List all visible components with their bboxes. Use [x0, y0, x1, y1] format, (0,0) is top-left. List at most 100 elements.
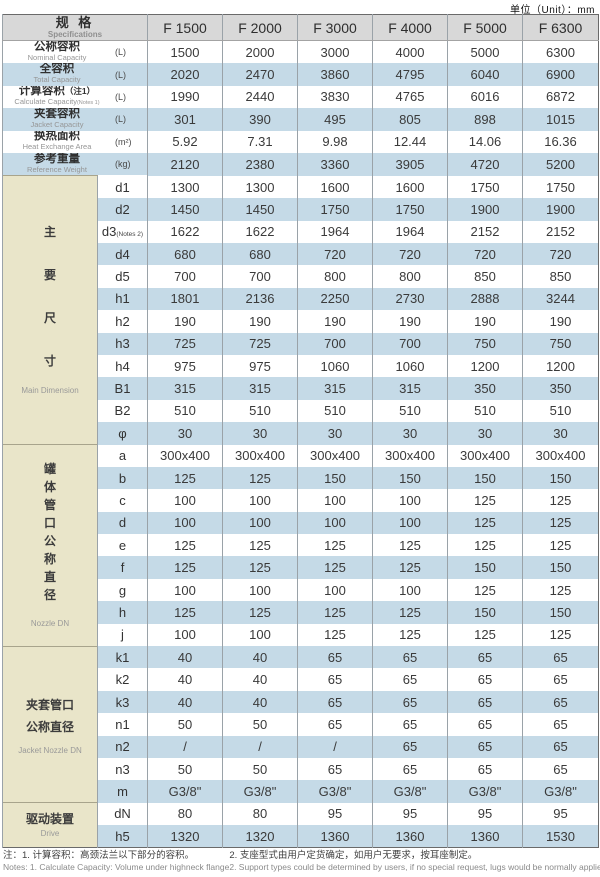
value-cell: 65 [297, 758, 373, 781]
footnote-en-2: 2. Support types could be determined by … [229, 862, 600, 872]
value-cell: 1750 [297, 198, 373, 221]
symbol-label: n3 [115, 761, 130, 777]
value-cell: 700 [222, 265, 298, 288]
symbol-label: d2 [115, 201, 130, 217]
value-cell: 5000 [447, 40, 523, 64]
value-cell: 315 [222, 377, 298, 400]
value-cell: 95 [447, 802, 523, 826]
row-label-en: Nominal Capacity [27, 52, 87, 62]
value-cell: 850 [522, 265, 599, 288]
table-row: h1 1801 2136 2250 2730 2888 3244 [3, 287, 599, 311]
value-cell: 100 [147, 489, 223, 512]
symbol-cell: h [97, 601, 148, 624]
model-header-cell: F 2000 [222, 14, 298, 41]
value-cell: 720 [297, 243, 373, 266]
value-cell: 720 [372, 243, 448, 266]
value-cell: 1360 [297, 825, 373, 848]
symbol-cell: d4 [97, 243, 148, 266]
value-cell: 300x400 [447, 444, 523, 467]
symbol-cell: g [97, 578, 148, 602]
value-cell: 1964 [372, 220, 448, 244]
value-cell: 300x400 [297, 444, 373, 467]
row-label-en: Reference Weight [27, 164, 87, 174]
value-cell: 125 [447, 511, 523, 535]
table-row: m G3/8" G3/8" G3/8" G3/8" G3/8" G3/8" [3, 780, 599, 803]
row-label-zh: 换热面积 [34, 130, 80, 143]
table-row: B2 510 510 510 510 510 510 [3, 399, 599, 423]
symbol-cell: m [97, 780, 148, 803]
symbol-label: d3 [101, 224, 117, 240]
value-cell: 50 [147, 758, 223, 781]
value-cell: 700 [297, 332, 373, 355]
table-row: b 125 125 150 150 150 150 [3, 466, 599, 490]
value-cell: 150 [522, 601, 599, 624]
model-header-cell: F 3000 [297, 14, 373, 41]
value-cell: 16.36 [522, 130, 599, 153]
value-cell: 510 [222, 399, 298, 423]
symbol-cell: n1 [97, 713, 148, 736]
value-cell: 190 [222, 310, 298, 333]
table-row: 罐体管口公称直径 Nozzle DN a 300x400 300x400 300x400 3… [2, 444, 599, 647]
value-cell: 65 [447, 668, 523, 691]
symbol-label: k2 [115, 672, 130, 688]
symbol-cell: B2 [97, 399, 148, 423]
value-cell: 1530 [522, 825, 599, 848]
value-cell: 65 [522, 668, 599, 691]
value-cell: 150 [522, 556, 599, 579]
value-cell: 150 [372, 466, 448, 490]
value-cell: 125 [372, 601, 448, 624]
footnote-en-1: Notes: 1. Calculate Capacity: Volume und… [3, 862, 230, 872]
table-row: h 125 125 125 125 150 150 [3, 601, 599, 624]
value-cell: 125 [147, 601, 223, 624]
row-label-en: Jacket Capacity [30, 119, 84, 129]
value-cell: 150 [447, 466, 523, 490]
value-cell: 1622 [222, 220, 298, 244]
value-cell: 1300 [147, 175, 223, 199]
value-cell: 190 [447, 310, 523, 333]
value-cell: 3860 [297, 63, 373, 86]
table-row: j 100 100 125 125 125 125 [3, 623, 599, 647]
value-cell: 390 [222, 108, 298, 131]
symbol-label: a [118, 448, 127, 464]
value-cell: G3/8" [147, 780, 223, 803]
value-cell: 750 [522, 332, 599, 355]
value-cell: 65 [372, 735, 448, 758]
value-cell: 125 [222, 534, 298, 557]
value-cell: 1750 [522, 175, 599, 199]
spec-header-zh: 规 格 [55, 15, 95, 30]
value-cell: 2120 [147, 152, 223, 176]
value-cell: 65 [372, 668, 448, 691]
section-label-zh: 夹套管口 [25, 697, 74, 712]
value-cell: 1200 [522, 354, 599, 378]
table-row: h5 1320 1320 1360 1360 1360 1530 [3, 825, 599, 848]
value-cell: 125 [147, 556, 223, 579]
value-cell: 65 [447, 690, 523, 714]
symbol-label: d [118, 515, 127, 531]
symbol-cell: d3(Notes 2) [97, 220, 148, 244]
symbol-label: d4 [115, 246, 130, 262]
value-cell: 40 [147, 668, 223, 691]
symbol-cell: b [97, 466, 148, 490]
value-cell: 5200 [522, 152, 599, 176]
value-cell: 2000 [222, 40, 298, 64]
section-label-zh: 直 [43, 569, 56, 584]
value-cell: 1990 [147, 85, 223, 109]
value-cell: 725 [147, 332, 223, 355]
value-cell: 50 [222, 713, 298, 736]
value-cell: 65 [522, 690, 599, 714]
value-cell: 2470 [222, 63, 298, 86]
value-cell: 1360 [447, 825, 523, 848]
value-cell: 350 [522, 377, 599, 400]
table-row: d4 680 680 720 720 720 720 [3, 243, 599, 266]
symbol-label: h [118, 604, 127, 620]
value-cell: 1500 [147, 40, 223, 64]
value-cell: 5.92 [147, 130, 223, 153]
value-cell: 125 [447, 534, 523, 557]
table-row: 换热面积 Heat Exchange Area (m²) 5.92 7.31 9.98 12… [2, 130, 599, 153]
section-label-zh: 体 [43, 479, 56, 494]
symbol-label: g [118, 582, 127, 598]
value-cell: 65 [297, 646, 373, 669]
unit-label: (m²) [115, 136, 132, 147]
footnote-zh-2: 2. 支座型式由用户定货确定，如用户无要求，按耳座制定。 [229, 850, 478, 861]
